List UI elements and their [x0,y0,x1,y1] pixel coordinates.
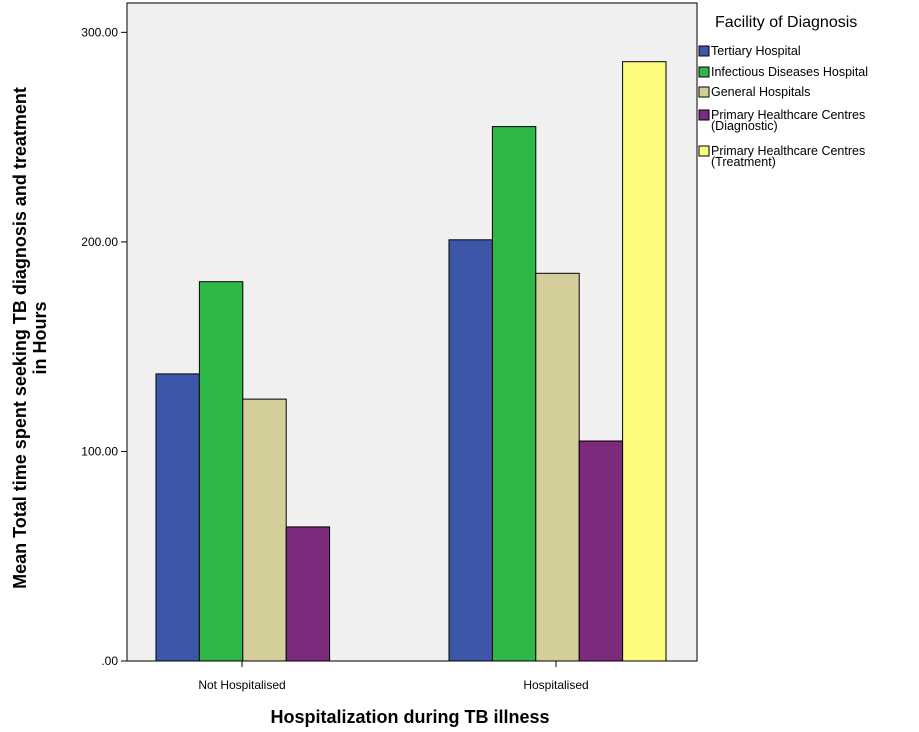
bar-0-1 [198,281,244,662]
y-tick-label: 200.00 [81,235,118,249]
bar-1-1 [491,126,537,662]
bars-layer [155,61,667,662]
bar-1-3 [578,440,624,662]
x-axis: Not Hospitalised Hospitalised [198,661,589,692]
legend-label: Primary Healthcare Centres [711,144,865,158]
legend-title: Facility of Diagnosis [715,14,857,31]
bar-0-3 [285,526,331,662]
legend-label: General Hospitals [711,85,810,99]
y-axis-title: Mean Total time spent seeking TB diagnos… [10,87,50,589]
y-tick-label: .00 [101,654,118,668]
bar-1-0 [448,239,493,662]
legend-label: Infectious Diseases Hospital [711,65,868,79]
y-axis-title-line: Mean Total time spent seeking TB diagnos… [10,87,30,589]
y-axis-title-line: in Hours [30,301,50,374]
bar-1-4 [622,61,667,662]
legend-label: (Diagnostic) [711,119,778,133]
bar-0-0 [155,373,200,662]
legend-label: Primary Healthcare Centres [711,108,865,122]
legend-swatch [698,45,710,57]
y-tick-label: 300.00 [81,25,118,39]
legend-swatch [698,66,710,78]
y-axis: .00 100.00 200.00 300.00 [81,25,127,668]
legend-label: Tertiary Hospital [711,44,801,58]
bar-1-2 [535,272,580,662]
x-axis-title: Hospitalization during TB illness [270,707,549,727]
legend-label: (Treatment) [711,155,776,169]
legend-swatch [698,145,710,157]
x-tick-label: Hospitalised [523,678,588,692]
x-tick-label: Not Hospitalised [198,678,285,692]
legend-swatch [698,86,710,98]
legend: Facility of Diagnosis Tertiary Hospital I… [698,14,868,169]
legend-swatch [698,109,710,121]
y-tick-label: 100.00 [81,444,118,458]
bar-0-2 [242,398,287,662]
